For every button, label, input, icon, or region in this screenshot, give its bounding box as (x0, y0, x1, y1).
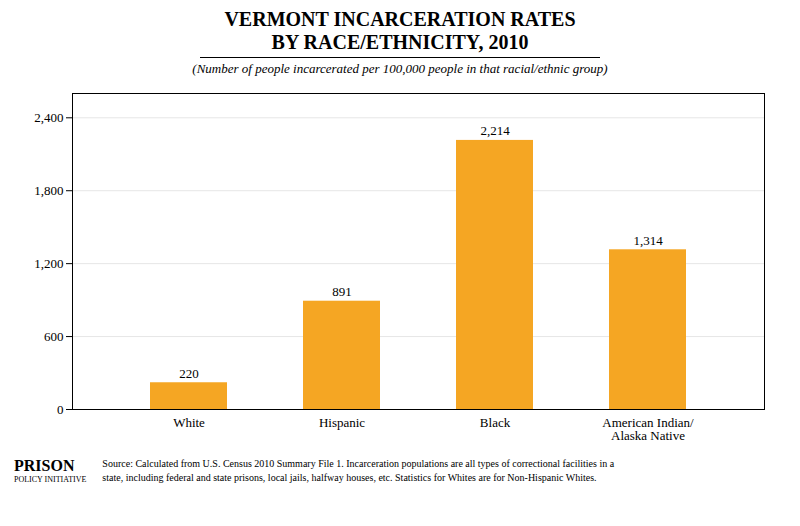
svg-text:1,800: 1,800 (34, 183, 63, 198)
svg-text:2,214: 2,214 (480, 123, 510, 138)
html-text:(Number of people incarcerated: (Number of people incarcerated per 100,0… (192, 61, 608, 76)
svg-text:2,400: 2,400 (34, 110, 63, 125)
svg-text:1,314: 1,314 (633, 233, 663, 248)
html-text:Source: Calculated from U.S. C: Source: Calculated from U.S. Census 2010… (102, 458, 615, 483)
svg-text:American Indian/Alaska Native: American Indian/Alaska Native (602, 415, 694, 443)
svg-text:0: 0 (57, 402, 64, 417)
svg-text:White: White (173, 415, 205, 430)
svg-text:220: 220 (179, 366, 199, 381)
svg-text:Hispanic: Hispanic (319, 415, 365, 430)
html-text:PRISON: PRISON (14, 457, 75, 474)
svg-text:1,200: 1,200 (34, 256, 63, 271)
svg-text:Black: Black (480, 415, 511, 430)
svg-text:600: 600 (44, 329, 64, 344)
svg-text:891: 891 (332, 284, 352, 299)
html-text:POLICY INITIATIVE: POLICY INITIATIVE (14, 474, 87, 484)
html-text:VERMONT INCARCERATION RATES BY: VERMONT INCARCERATION RATES BY RACE/ETHN… (224, 8, 576, 53)
